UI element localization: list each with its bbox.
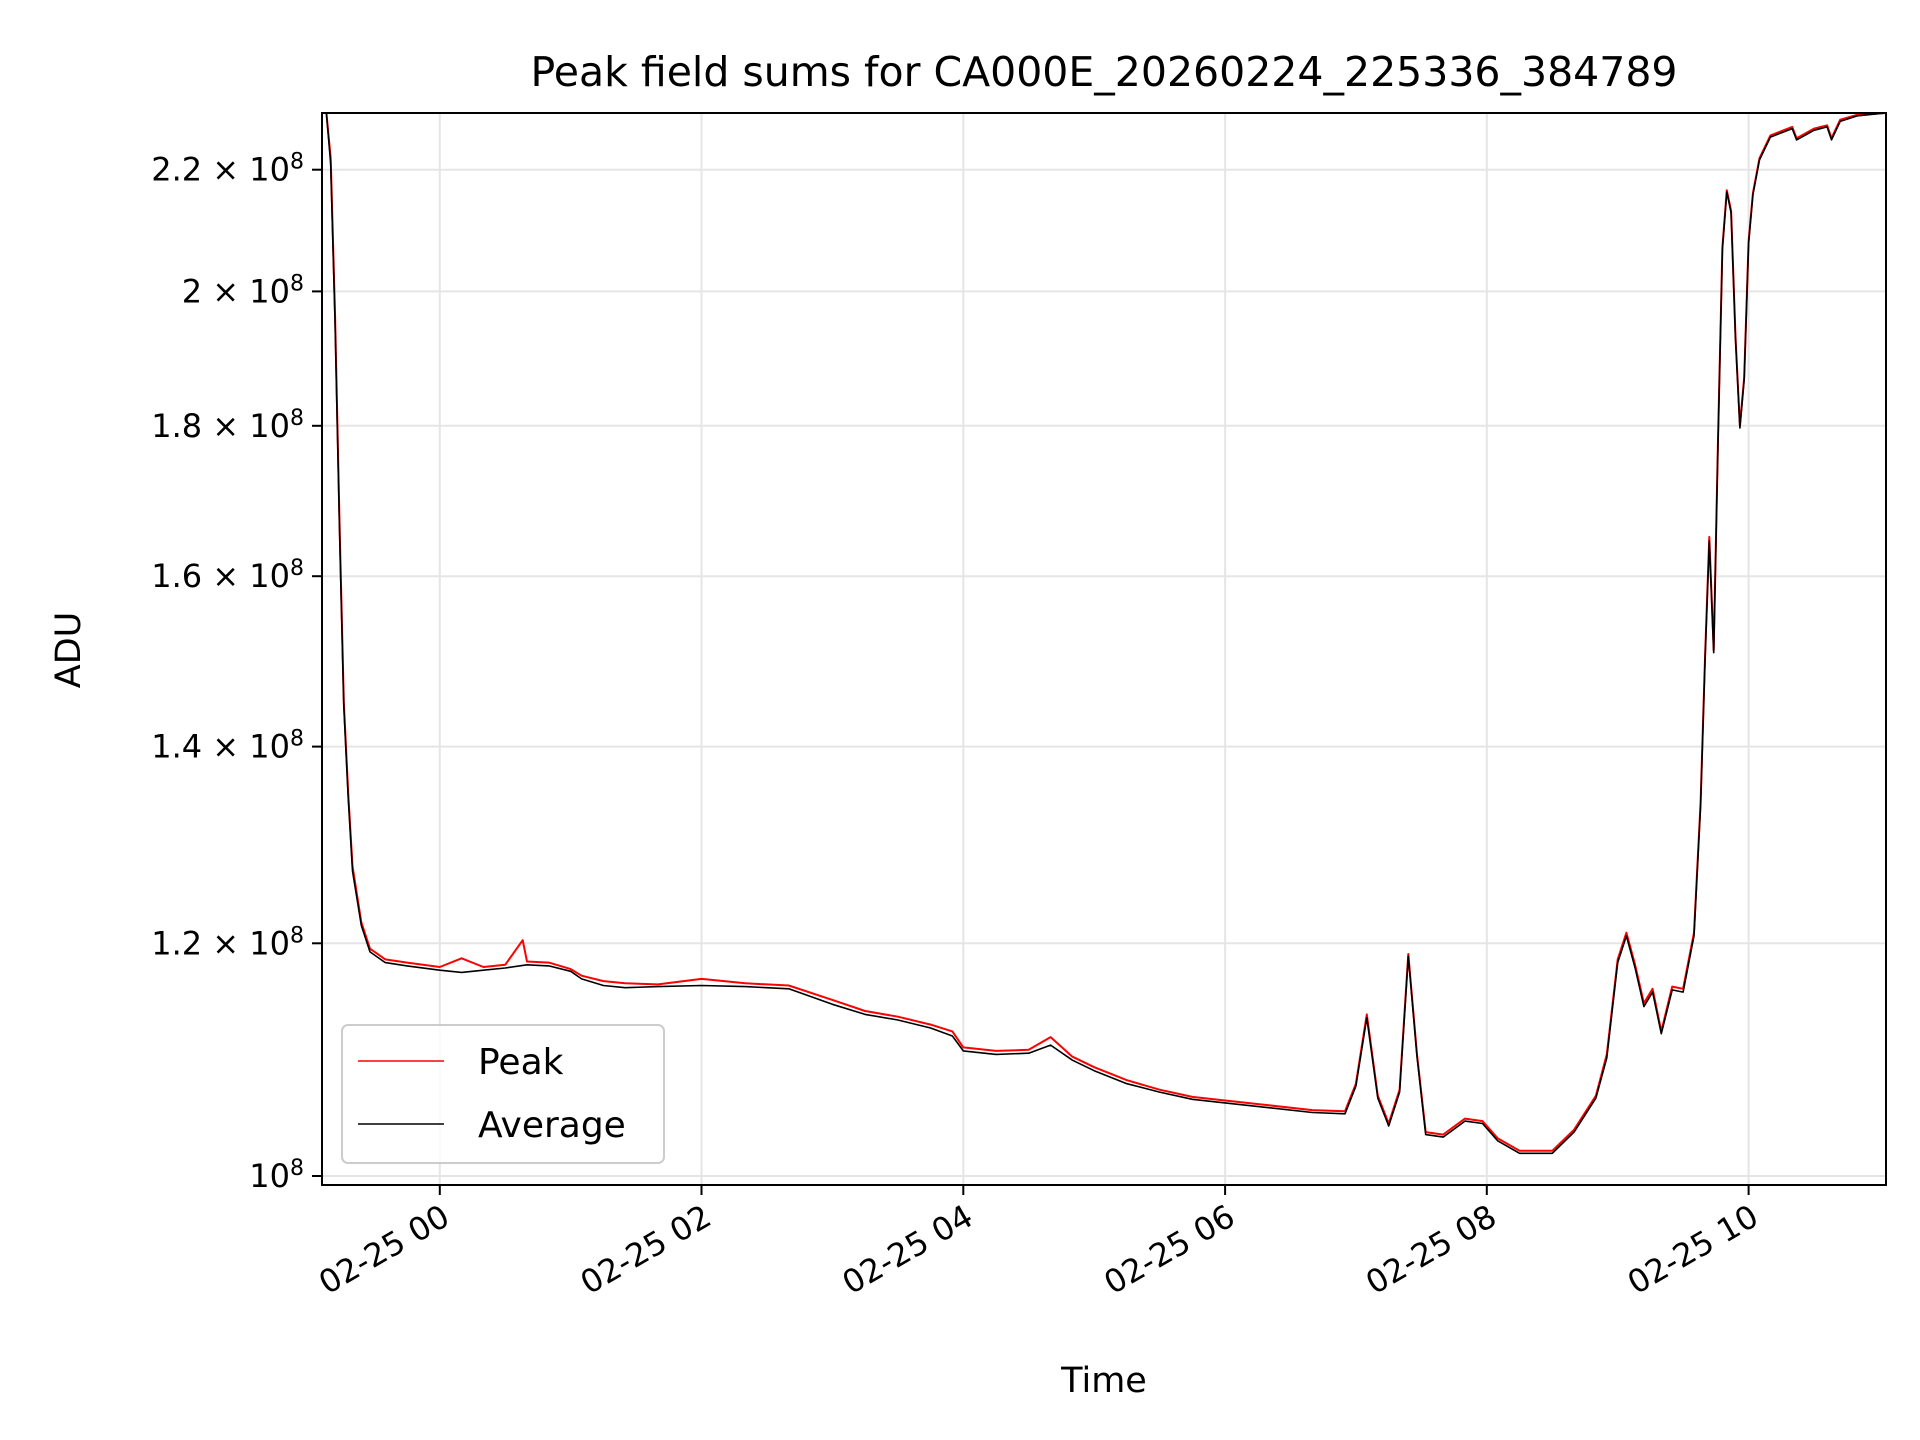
y-tick-label: 1.8 × 108 (151, 405, 304, 445)
legend-box (341, 1024, 665, 1164)
y-axis: 108 1.2 × 108 1.4 × 108 1.6 × 108 1.8 × 108 2… (151, 149, 322, 1195)
y-tick-label: 108 (249, 1156, 304, 1196)
y-tick-label: 1.4 × 108 (151, 726, 304, 766)
series-lines (322, 112, 1887, 1155)
y-tick-label: 1.6 × 108 (151, 556, 304, 596)
x-axis-label: Time (1060, 1361, 1147, 1401)
legend-label-peak: Peak (478, 1042, 564, 1083)
chart-title: Peak field sums for CA000E_20260224_2253… (530, 48, 1677, 96)
y-tick-label: 1.2 × 108 (151, 923, 304, 963)
y-gridlines (322, 168, 1886, 1177)
y-axis-label: ADU (49, 612, 89, 689)
legend: Peak Average (341, 1024, 665, 1164)
y-tick-label: 2 × 108 (182, 271, 304, 311)
legend-label-average: Average (478, 1105, 626, 1146)
plot-frame (321, 112, 1887, 1186)
series-line-average (322, 112, 1887, 1155)
y-tick-label: 2.2 × 108 (151, 149, 304, 189)
